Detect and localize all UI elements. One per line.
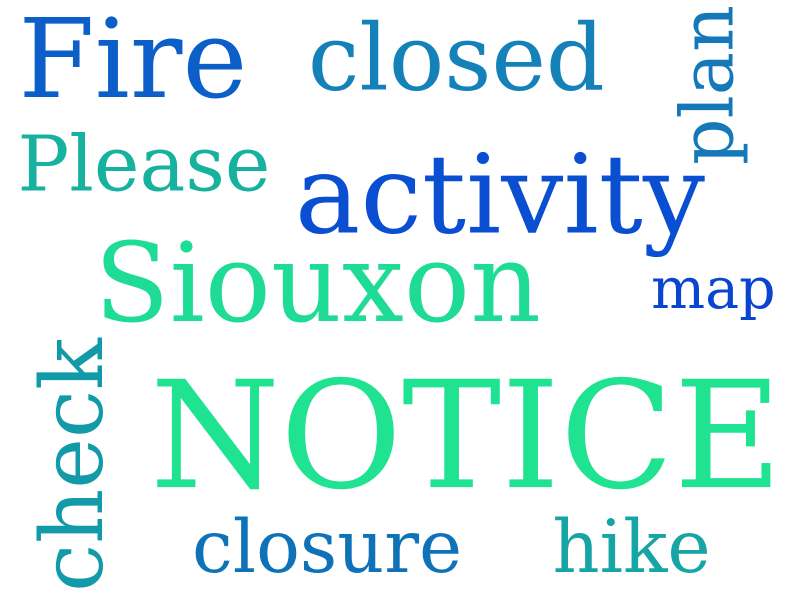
word-activity: activity	[294, 131, 705, 259]
word-siouxon: Siouxon	[94, 218, 541, 348]
word-notice: NOTICE	[150, 348, 783, 522]
word-hike: hike	[552, 504, 711, 590]
word-closed: closed	[307, 3, 605, 112]
word-map: map	[650, 255, 776, 322]
word-fire: Fire	[17, 0, 248, 124]
word-please: Please	[17, 118, 271, 209]
word-closure: closure	[192, 505, 463, 590]
word-check: check	[21, 338, 122, 592]
